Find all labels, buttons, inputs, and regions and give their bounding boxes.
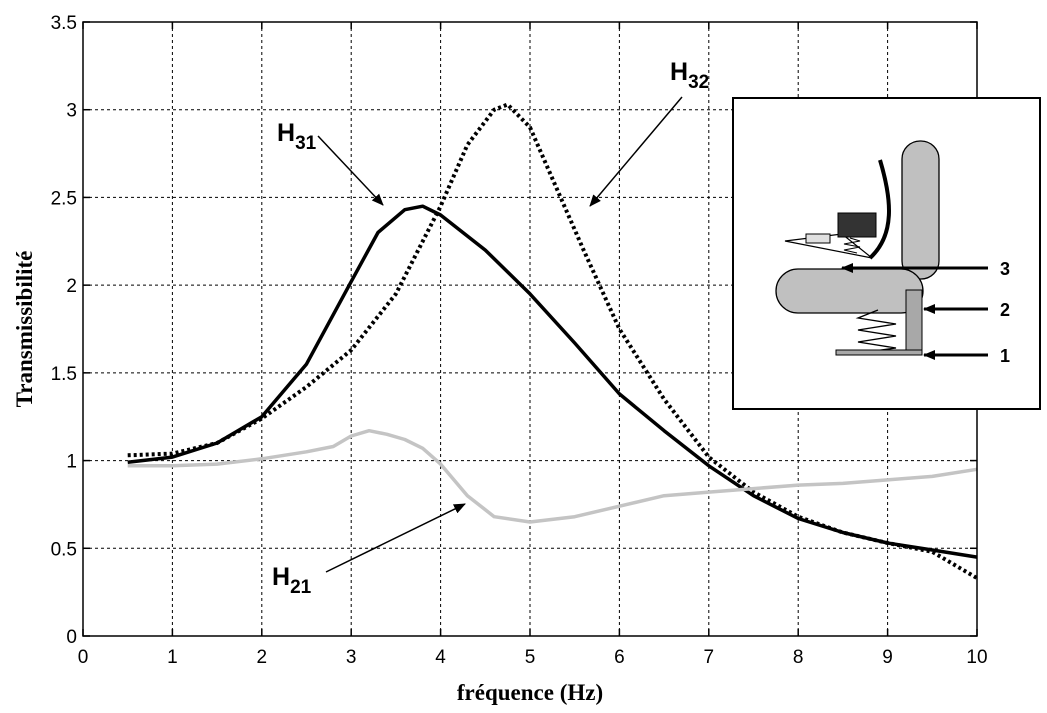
annotation-h31-sub: 31 [295,133,317,154]
annotation-h32-arrow [589,96,683,207]
y-tick-label: 1.5 [51,364,77,385]
inset-label-2: 2 [1000,300,1010,320]
x-tick-label: 2 [257,647,268,668]
annotation-h21: H21 [272,503,466,598]
seat-cushion-shape [775,268,924,314]
seat-backrest-shape [901,140,940,280]
annotation-h32-main: H [670,58,688,86]
x-tick-label: 5 [525,647,536,668]
sensor-spring-shape [843,237,861,254]
y-tick-label: 1 [66,452,77,473]
inset-seat-diagram: 3 2 1 [732,97,1041,410]
annotation-h21-main: H [272,563,290,591]
annotation-h31-main: H [277,119,295,147]
y-tick-label: 0 [66,627,77,648]
y-axis-title: Transmissibilité [12,251,37,408]
small-sensor-block-shape [805,233,831,244]
inset-frame [732,97,1041,410]
y-tick-label: 3 [66,101,77,122]
annotation-h32: H32 [589,58,709,207]
suspension-spring-shape [855,309,897,353]
svg-text:H31: H31 [277,119,317,154]
y-tick-label: 3.5 [51,13,77,34]
x-tick-label: 0 [78,647,89,668]
series-line-h21 [127,428,978,524]
backrest-cable-shape [868,159,891,260]
series-line-h32 [127,102,979,580]
y-tick-label: 2.5 [51,188,77,209]
x-tick-label: 4 [435,647,446,668]
x-tick-label: 8 [793,647,804,668]
seat-post-shape [905,289,923,355]
inset-label-1: 1 [1000,346,1010,366]
x-tick-label: 10 [966,647,987,668]
x-tick-label: 1 [167,647,178,668]
annotation-h32-sub: 32 [688,72,709,93]
y-tick-label: 2 [66,276,77,297]
x-tick-label: 7 [704,647,715,668]
annotation-h31-arrow [317,135,384,206]
series-line-h31 [127,204,978,559]
inset-label-3: 3 [1000,259,1010,279]
series-lines [127,102,979,580]
svg-text:H21: H21 [272,563,312,598]
svg-text:H32: H32 [670,58,709,93]
floor-plate-shape [835,349,923,356]
x-axis-title: fréquence (Hz) [457,680,603,705]
x-tick-label: 9 [882,647,893,668]
annotation-h31: H31 [277,119,384,206]
mass-block-shape [837,212,877,238]
axis-ticks: 0 1 2 3 4 5 6 7 8 9 10 0 0.5 1 1.5 2 2.5 3 3.5 [51,13,988,668]
annotation-h21-arrow [325,503,466,573]
annotation-h21-sub: 21 [290,577,312,598]
x-tick-label: 6 [614,647,625,668]
x-tick-label: 3 [346,647,357,668]
y-tick-label: 0.5 [51,539,77,560]
